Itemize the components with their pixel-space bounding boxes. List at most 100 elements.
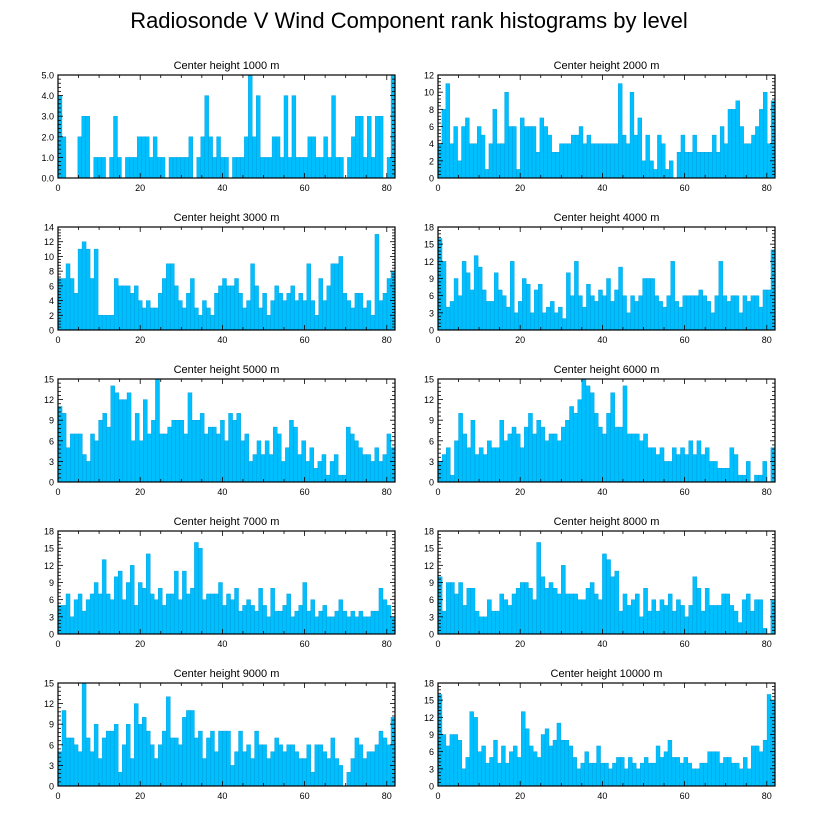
bar — [614, 289, 619, 330]
bar — [754, 745, 760, 786]
bar — [606, 413, 611, 482]
bar — [684, 616, 689, 634]
bar — [354, 737, 360, 786]
bar — [762, 289, 768, 330]
bar — [162, 730, 167, 786]
bar — [552, 433, 558, 482]
x-tick-label: 40 — [597, 487, 607, 497]
bar — [520, 117, 525, 178]
bar — [170, 263, 175, 330]
bar — [279, 157, 285, 178]
bar — [626, 312, 631, 330]
bar — [370, 461, 375, 482]
y-tick-label: 3 — [49, 761, 54, 771]
bar — [581, 379, 587, 482]
y-tick-label: 9 — [49, 720, 54, 730]
y-tick-label: 18 — [424, 527, 434, 537]
bar — [93, 724, 99, 786]
x-tick-label: 20 — [135, 335, 145, 345]
bar — [723, 143, 729, 178]
bar — [493, 740, 498, 786]
bar — [317, 461, 323, 482]
bar — [85, 737, 91, 786]
bar — [314, 744, 319, 786]
bar — [370, 610, 376, 634]
bar — [230, 599, 235, 634]
bar — [586, 284, 591, 330]
bar — [505, 762, 510, 786]
bar — [762, 628, 767, 634]
y-tick-label: 2.0 — [41, 132, 54, 142]
bar — [263, 157, 269, 178]
bar — [230, 765, 235, 786]
bar — [258, 588, 263, 634]
bar — [222, 730, 227, 786]
bar — [210, 315, 215, 330]
bar — [577, 599, 583, 634]
bar — [143, 399, 148, 482]
bar — [655, 454, 661, 482]
bar — [524, 426, 529, 482]
bar — [160, 157, 166, 178]
bar — [542, 312, 547, 330]
bar — [69, 433, 75, 482]
bar — [366, 751, 372, 786]
bar — [346, 616, 352, 634]
bar — [465, 117, 470, 178]
bar — [125, 157, 130, 178]
bar — [497, 289, 503, 330]
bar — [180, 157, 186, 178]
bar — [240, 440, 245, 482]
bar — [370, 751, 376, 786]
panel-3: Center height 3000 m 0 2 4 6 8 10 12 14 0 20 40 60 80 — [44, 212, 396, 345]
bar — [274, 737, 279, 786]
bar — [531, 126, 537, 178]
bar — [254, 610, 259, 634]
bar — [302, 582, 307, 634]
bar — [741, 474, 747, 482]
bar — [692, 134, 697, 178]
bar — [688, 152, 693, 178]
panel-title: Center height 9000 m — [174, 668, 280, 680]
bar — [386, 157, 392, 178]
x-tick-label: 60 — [680, 487, 690, 497]
bar — [585, 385, 591, 482]
y-tick-label: 2 — [49, 311, 54, 321]
bar — [338, 256, 344, 330]
bar — [770, 249, 775, 330]
bar — [532, 433, 537, 482]
bar — [700, 610, 706, 634]
bar — [754, 474, 759, 482]
bar — [465, 272, 471, 330]
bar — [525, 728, 530, 786]
bar — [101, 559, 107, 634]
bar — [109, 157, 114, 178]
x-tick-label: 40 — [597, 183, 607, 193]
y-tick-label: 4 — [49, 296, 54, 306]
bar — [246, 744, 251, 786]
bar — [290, 285, 295, 330]
bar — [739, 126, 744, 178]
bar — [134, 413, 140, 482]
bar — [212, 157, 217, 178]
bar — [536, 757, 542, 786]
bar — [291, 95, 297, 178]
bar — [295, 157, 301, 178]
bar — [608, 768, 613, 786]
bar — [582, 143, 588, 178]
bar — [438, 576, 443, 634]
bar — [602, 553, 607, 634]
y-tick-label: 0 — [429, 478, 434, 488]
bar — [218, 730, 223, 786]
bar — [105, 593, 111, 634]
bar — [358, 610, 364, 634]
bar — [727, 757, 732, 786]
bar — [708, 152, 713, 178]
y-tick-label: 6 — [429, 291, 434, 301]
bar — [326, 285, 332, 330]
bar — [461, 261, 467, 330]
bar — [142, 588, 147, 634]
y-tick-label: 15 — [44, 375, 54, 385]
bar — [746, 593, 751, 634]
bar — [639, 440, 644, 482]
